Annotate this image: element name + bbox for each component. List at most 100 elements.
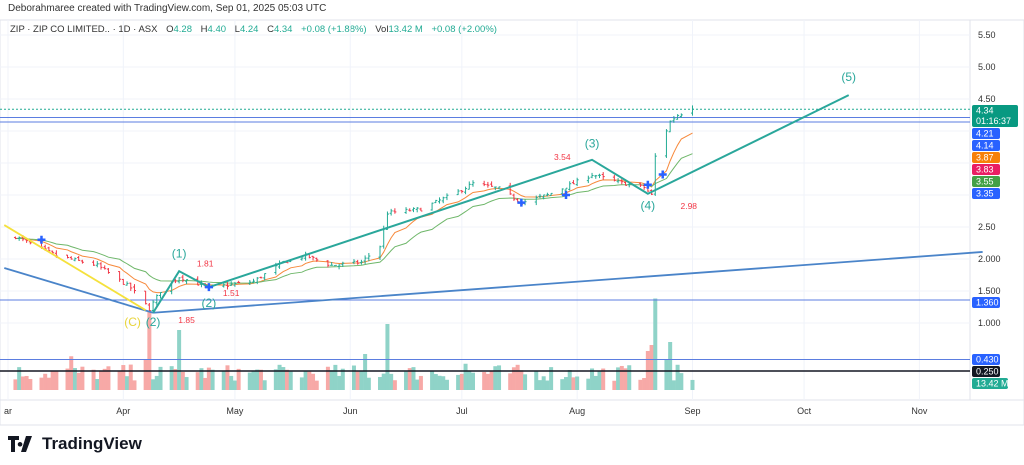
volume-bar — [511, 367, 516, 390]
volume-bar — [43, 373, 48, 390]
volume-bar — [72, 368, 77, 390]
ohlc-bar — [233, 281, 237, 287]
price-note: 2.98 — [680, 201, 697, 211]
ohlc-bar — [638, 182, 642, 187]
ohlc-bar — [668, 120, 672, 133]
volume-bar — [173, 369, 178, 390]
cross-marker-icon — [658, 170, 667, 179]
low-value: 4.24 — [239, 24, 259, 35]
symbol-name[interactable]: ZIP · ZIP CO LIMITED.. · 1D · ASX — [10, 24, 158, 35]
volume-bar — [664, 360, 669, 390]
price-tag — [972, 164, 1000, 175]
ohlc-bar — [672, 116, 676, 123]
volume-bar — [493, 366, 498, 390]
price-tag — [972, 297, 1000, 308]
time-tick-label: Jun — [343, 406, 358, 416]
ohlc-bar — [17, 236, 21, 241]
cross-marker-icon — [204, 283, 213, 292]
ohlc-bar — [679, 113, 683, 118]
ma-fast-line — [15, 132, 693, 294]
ohlc-bar — [330, 262, 334, 266]
attribution: Deborahmaree created with TradingView.co… — [8, 3, 327, 14]
volume-bar — [597, 370, 602, 390]
wave-label: (1) — [172, 247, 187, 261]
ohlc-bar — [80, 259, 84, 264]
volume-bar — [411, 367, 416, 390]
volume-bar — [459, 373, 464, 390]
volume-bar — [299, 377, 304, 390]
trend-line — [153, 251, 983, 314]
trend-line — [4, 267, 154, 314]
volume-bar — [586, 378, 591, 390]
ohlc-bar — [225, 282, 229, 290]
volume-bar — [273, 369, 278, 390]
time-tick-label: Aug — [569, 406, 585, 416]
price-tag — [972, 140, 1000, 151]
ohlc-bar — [359, 259, 363, 265]
price-tag-label: 13.42 M — [976, 378, 1009, 388]
volume-value: 13.42 M — [388, 24, 423, 35]
volume-bar — [158, 366, 163, 390]
cross-marker-icon — [37, 235, 46, 244]
ohlc-bar — [597, 173, 601, 179]
ohlc-bar — [311, 255, 315, 261]
volume-bar — [121, 365, 126, 390]
volume-bar — [467, 370, 472, 390]
volume-bar — [76, 372, 81, 390]
ohlc-bar — [229, 281, 233, 286]
time-tick-label: Sep — [684, 406, 700, 416]
ohlc-bar — [159, 291, 163, 299]
volume-bar — [355, 371, 360, 390]
price-axis[interactable]: 5.50 5.00 4.50 2.50 2.000 1.500 1.000 4.3401:16… — [972, 30, 1018, 389]
ohlc-bar — [690, 105, 694, 116]
volume-bar — [169, 366, 174, 390]
volume-bar — [184, 377, 189, 390]
ohlc-bar — [545, 192, 549, 197]
price-tag — [972, 105, 1018, 127]
ohlc-bar — [315, 257, 319, 262]
ohlc-bar — [77, 255, 81, 261]
price-tick-label: 5.00 — [978, 62, 996, 72]
ohlc-bar — [471, 180, 475, 187]
countdown-label: 01:16:37 — [976, 116, 1011, 126]
volume-bar — [485, 373, 490, 390]
time-tick-label: Jul — [456, 406, 468, 416]
volume-bar — [515, 364, 520, 390]
ma-slow-line — [15, 153, 693, 284]
ohlc-bar — [66, 254, 70, 259]
cross-marker-icon — [562, 191, 570, 199]
volume-bar — [545, 380, 550, 390]
volume-bar — [593, 375, 598, 390]
open-label: O — [166, 24, 174, 35]
volume-bar — [91, 369, 96, 390]
volume-bar — [407, 368, 412, 390]
drawings[interactable] — [3, 94, 983, 314]
moving-averages — [15, 132, 693, 294]
volume-bar — [277, 364, 282, 390]
volume-change: +0.08 (+2.00%) — [431, 24, 497, 35]
ohlc-bar — [590, 172, 594, 179]
price-tag — [972, 152, 1000, 163]
volume-bar — [489, 370, 494, 390]
high-label: H — [200, 24, 208, 35]
price-tick-label: 5.50 — [978, 30, 996, 40]
ohlc-bar — [300, 257, 304, 261]
volume-bar — [99, 370, 103, 390]
ohlc-bar — [177, 277, 181, 284]
ohlc-bar — [356, 259, 360, 265]
price-tick-label: 1.000 — [978, 318, 1001, 328]
volume-bar — [430, 370, 435, 390]
ohlc-bar — [121, 278, 125, 285]
volume-bar — [203, 377, 208, 390]
time-axis[interactable]: ar Apr May Jun Jul Aug Sep Oct Nov — [4, 406, 928, 416]
open-value: 4.28 — [173, 24, 193, 35]
volume-bar — [456, 374, 461, 390]
volume-bar — [366, 377, 371, 390]
ohlc-bar — [434, 199, 438, 204]
ohlc-bar — [222, 282, 226, 288]
volume-bar — [251, 370, 256, 390]
volume-bar — [534, 370, 539, 390]
tradingview-logo[interactable]: TradingView — [8, 434, 142, 454]
